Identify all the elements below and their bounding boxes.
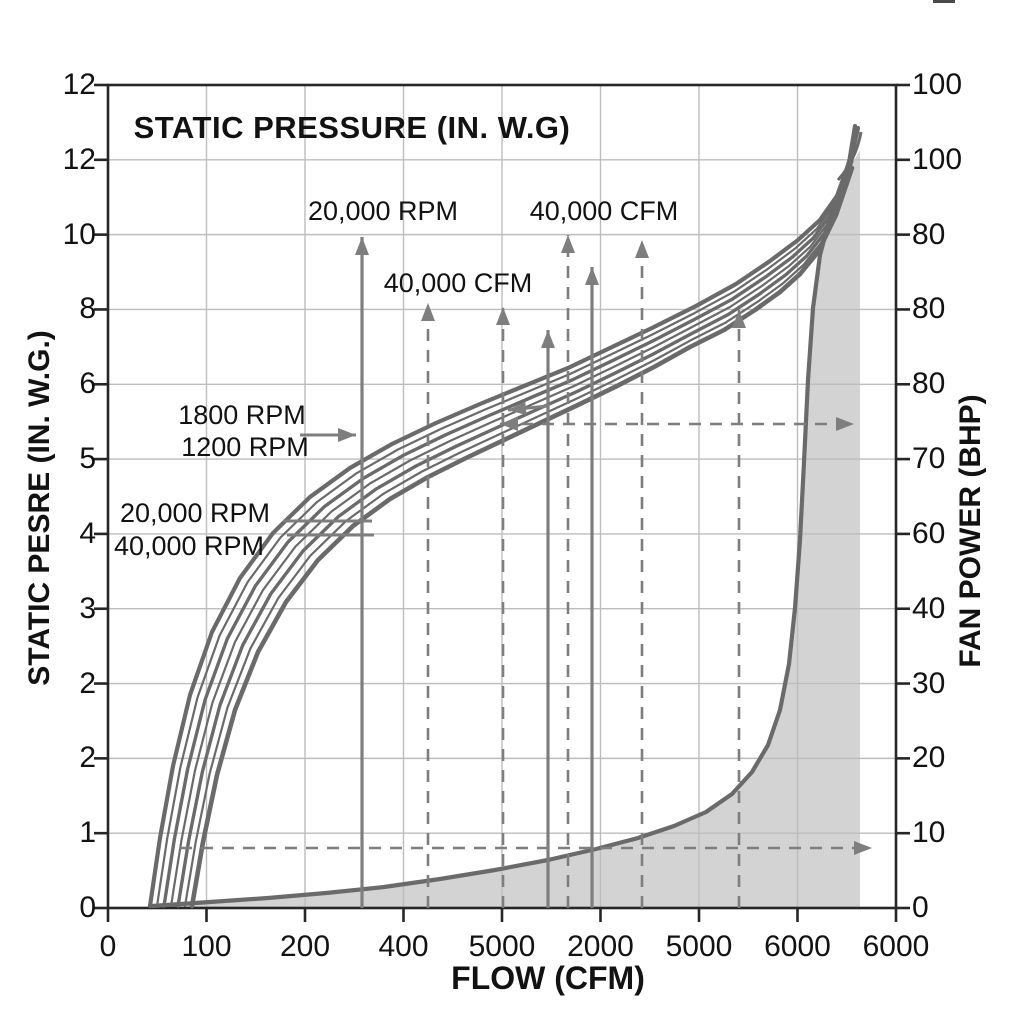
right-tick-label: 20 <box>912 741 946 775</box>
arrowhead <box>854 841 872 855</box>
x-tick-label: 5000 <box>468 930 536 963</box>
left-tick-label: 8 <box>79 292 96 326</box>
left-tick-label: 2 <box>79 666 96 700</box>
curve-annotation: 20,000 RPM <box>307 196 459 226</box>
fan-curve <box>162 138 856 908</box>
x-tick-label: 0 <box>99 930 117 963</box>
power-shaded-region <box>152 150 860 908</box>
power-curve <box>149 125 861 909</box>
x-tick-label: 6000 <box>764 930 831 963</box>
x-tick-label: 5000 <box>665 930 733 963</box>
right-tick-label: 80 <box>912 367 946 401</box>
arrowhead <box>508 401 527 416</box>
x-tick-label: 2000 <box>567 930 634 963</box>
arrowhead <box>500 417 518 431</box>
edge-artifact <box>933 0 955 3</box>
left-tick-label: 4 <box>79 516 96 550</box>
right-tick-label: 0 <box>912 891 929 924</box>
fan-curve <box>183 159 854 908</box>
left-tick-label: 5 <box>79 442 96 476</box>
x-axis-title: FLOW (CFM) <box>451 960 645 996</box>
chart-title: STATIC PRESSURE (IN. W.G) <box>133 110 571 145</box>
left-tick-label: 0 <box>79 891 96 924</box>
right-axis-title: FAN POWER (BHP) <box>954 394 987 668</box>
arrowhead <box>635 240 649 258</box>
curve-annotation: 40,000 CFM <box>529 196 679 226</box>
fan-curve <box>189 165 855 909</box>
left-tick-label: 10 <box>62 217 96 251</box>
x-tick-label: 6000 <box>862 930 930 963</box>
curve-annotation: 40,000 CFM <box>383 268 533 298</box>
curve-annotation: 40,000 RPM <box>113 531 265 561</box>
right-tick-label: 100 <box>912 68 963 101</box>
arrowhead <box>338 428 356 442</box>
arrowhead <box>355 237 369 255</box>
x-tick-label: 200 <box>279 930 331 963</box>
arrowhead <box>561 235 575 253</box>
arrowhead <box>541 330 555 348</box>
arrowhead <box>496 307 510 325</box>
fan-curve <box>169 145 855 908</box>
curve-annotation: 1800 RPM <box>178 400 306 430</box>
arrowhead <box>585 267 599 285</box>
right-tick-label: 80 <box>912 292 946 326</box>
right-tick-label: 80 <box>912 217 946 251</box>
curve-annotation: 20,000 RPM <box>119 498 271 528</box>
arrowhead <box>836 417 854 431</box>
left-tick-label: 12 <box>62 142 96 176</box>
left-tick-label: 3 <box>79 591 96 625</box>
right-tick-label: 10 <box>912 816 946 850</box>
left-tick-label: 6 <box>79 367 96 401</box>
right-tick-label: 40 <box>912 591 946 625</box>
right-tick-label: 70 <box>912 442 946 476</box>
left-tick-label: 2 <box>79 741 96 775</box>
right-tick-label: 30 <box>912 666 946 700</box>
right-tick-label: 100 <box>912 142 963 176</box>
left-axis-title: STATIC PESRE (IN. W.G.) <box>23 330 56 686</box>
arrowhead <box>732 310 746 328</box>
left-tick-label: 12 <box>62 68 96 101</box>
fan-curve <box>155 131 856 908</box>
x-tick-label: 100 <box>181 930 232 963</box>
right-tick-label: 60 <box>912 516 946 550</box>
curve-annotation: 1200 RPM <box>181 432 309 462</box>
curve-tip-flick <box>836 131 863 182</box>
left-tick-label: 1 <box>79 816 96 850</box>
x-tick-label: 400 <box>378 930 429 963</box>
arrowhead <box>421 303 435 321</box>
